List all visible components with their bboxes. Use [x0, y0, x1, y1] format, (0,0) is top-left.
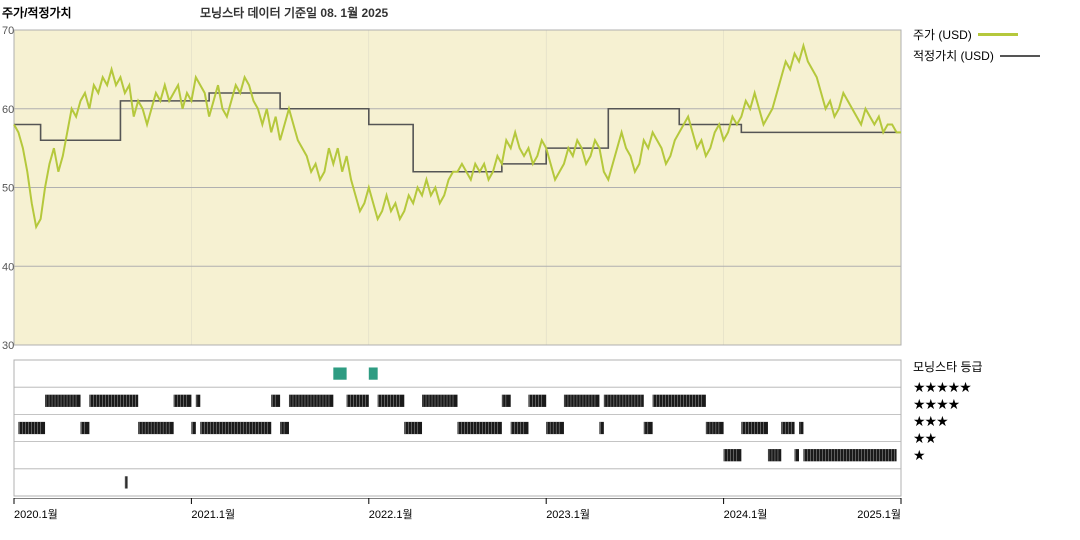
svg-text:30: 30	[2, 340, 14, 349]
rating-chart	[0, 358, 905, 498]
svg-text:40: 40	[2, 261, 14, 273]
svg-text:2021.1월: 2021.1월	[191, 508, 235, 521]
svg-text:60: 60	[2, 104, 14, 116]
x-axis: 2020.1월 2021.1월 2022.1월 2023.1월 2024.1월 2025.…	[0, 498, 1075, 528]
legend-swatch-price	[978, 33, 1018, 36]
legend-item-price: 주가 (USD)	[913, 26, 1078, 43]
rating-2-stars: ★★	[913, 430, 1078, 447]
rating-legend: 모닝스타 등급 ★★★★★ ★★★★ ★★★ ★★ ★	[913, 358, 1078, 464]
svg-text:2025.1월: 2025.1월	[857, 508, 901, 521]
svg-text:2020.1월: 2020.1월	[14, 508, 58, 521]
svg-text:2022.1월: 2022.1월	[369, 508, 413, 521]
legend-swatch-fair	[1000, 55, 1040, 57]
rating-3-stars: ★★★	[913, 413, 1078, 430]
svg-text:70: 70	[2, 26, 14, 37]
price-chart: 30 40 50 60 70	[0, 26, 905, 349]
legend-label-fair: 적정가치 (USD)	[913, 47, 994, 64]
chart-subtitle: 모닝스타 데이터 기준일 08. 1월 2025	[200, 4, 388, 21]
legend-label-price: 주가 (USD)	[913, 26, 972, 43]
rating-4-stars: ★★★★	[913, 396, 1078, 413]
svg-text:50: 50	[2, 183, 14, 195]
chart-title: 주가/적정가치	[2, 4, 72, 21]
rating-5-stars: ★★★★★	[913, 379, 1078, 396]
svg-text:2024.1월: 2024.1월	[724, 508, 768, 521]
legend-item-fair: 적정가치 (USD)	[913, 47, 1078, 64]
rating-legend-title: 모닝스타 등급	[913, 358, 1078, 375]
svg-text:2023.1월: 2023.1월	[546, 508, 590, 521]
legend: 주가 (USD) 적정가치 (USD)	[913, 26, 1078, 68]
rating-1-star: ★	[913, 447, 1078, 464]
